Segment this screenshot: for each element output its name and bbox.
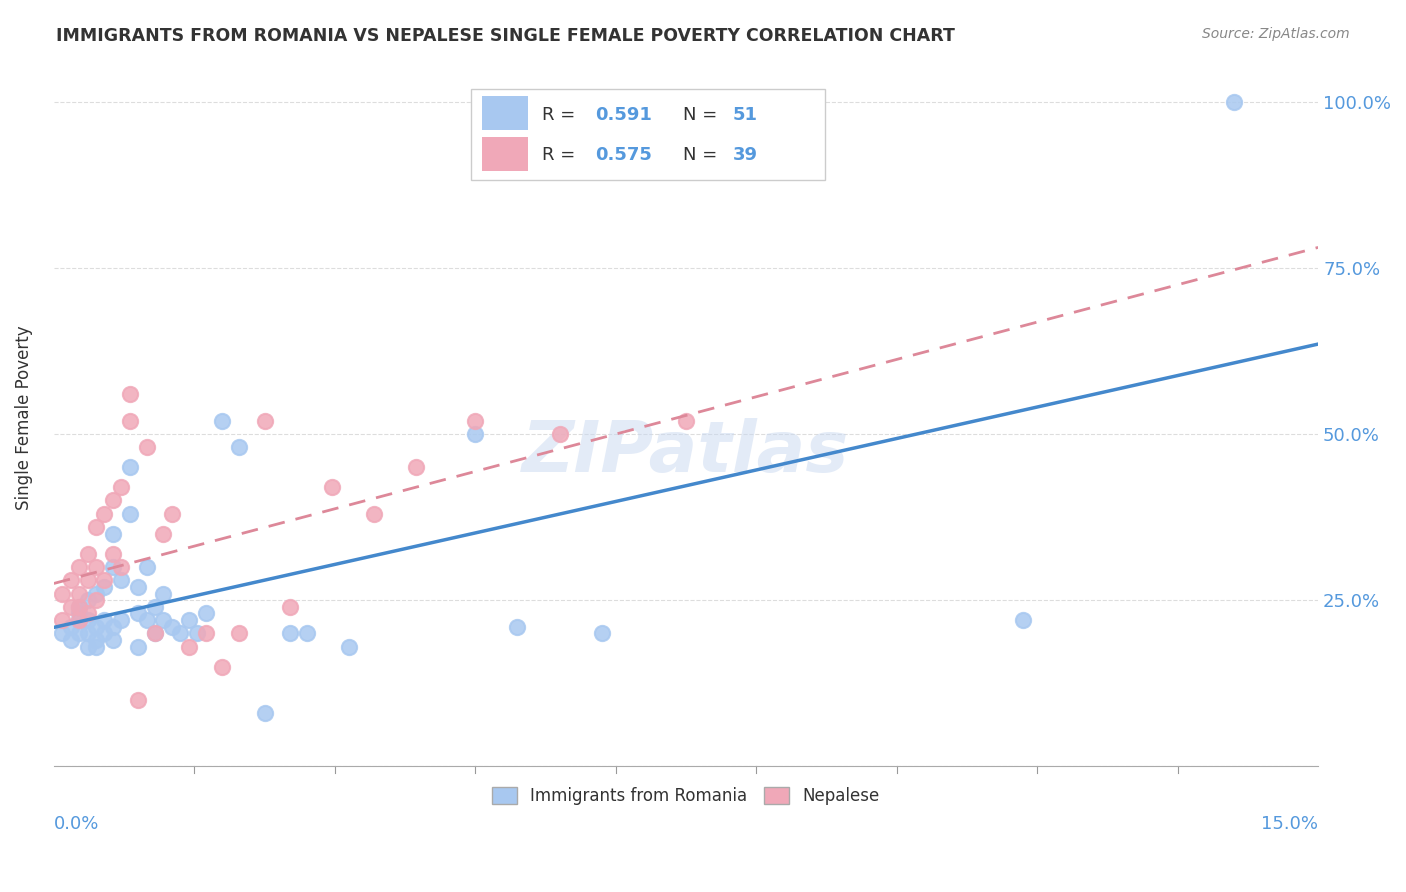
Text: 0.0%: 0.0% — [53, 815, 100, 833]
Point — [194, 626, 217, 640]
Point — [51, 613, 73, 627]
Point — [278, 599, 301, 614]
Point — [118, 507, 141, 521]
Point — [135, 440, 157, 454]
Point — [127, 640, 149, 654]
Point — [177, 613, 200, 627]
Y-axis label: Single Female Poverty: Single Female Poverty — [15, 325, 32, 509]
Point — [363, 507, 385, 521]
Text: Source: ZipAtlas.com: Source: ZipAtlas.com — [1202, 27, 1350, 41]
Point — [143, 626, 166, 640]
Point — [84, 586, 107, 600]
Point — [67, 626, 90, 640]
Point — [51, 586, 73, 600]
Point — [67, 560, 90, 574]
Point — [211, 414, 233, 428]
Point — [135, 560, 157, 574]
Point — [169, 626, 191, 640]
Point — [67, 599, 90, 614]
Point — [591, 626, 613, 640]
Point — [101, 633, 124, 648]
Point — [51, 626, 73, 640]
Point — [464, 414, 486, 428]
Point — [67, 613, 90, 627]
Point — [1012, 613, 1035, 627]
Point — [76, 547, 98, 561]
Point — [143, 599, 166, 614]
Point — [59, 599, 82, 614]
Point — [110, 480, 132, 494]
Point — [101, 493, 124, 508]
Point — [152, 526, 174, 541]
Point — [177, 640, 200, 654]
Point — [76, 607, 98, 621]
Point — [127, 693, 149, 707]
Point — [84, 620, 107, 634]
Point — [194, 607, 217, 621]
Point — [278, 626, 301, 640]
Point — [76, 593, 98, 607]
Point — [67, 586, 90, 600]
Point — [93, 613, 115, 627]
Point — [84, 593, 107, 607]
Text: IMMIGRANTS FROM ROMANIA VS NEPALESE SINGLE FEMALE POVERTY CORRELATION CHART: IMMIGRANTS FROM ROMANIA VS NEPALESE SING… — [56, 27, 955, 45]
Point — [67, 607, 90, 621]
Point — [84, 560, 107, 574]
Point — [1223, 95, 1246, 109]
Point — [464, 427, 486, 442]
Point — [76, 626, 98, 640]
Point — [295, 626, 318, 640]
Point — [76, 613, 98, 627]
Point — [135, 613, 157, 627]
Point — [118, 387, 141, 401]
Point — [548, 427, 571, 442]
Text: 15.0%: 15.0% — [1261, 815, 1319, 833]
Legend: Immigrants from Romania, Nepalese: Immigrants from Romania, Nepalese — [484, 779, 889, 814]
Point — [93, 580, 115, 594]
Point — [76, 573, 98, 587]
Point — [118, 460, 141, 475]
Point — [101, 620, 124, 634]
Point — [127, 580, 149, 594]
Point — [118, 414, 141, 428]
Point — [228, 626, 250, 640]
Point — [59, 573, 82, 587]
Point — [405, 460, 427, 475]
Point — [110, 560, 132, 574]
Point — [76, 640, 98, 654]
Point — [143, 626, 166, 640]
Text: ZIPatlas: ZIPatlas — [522, 417, 849, 487]
Point — [110, 573, 132, 587]
Point — [110, 613, 132, 627]
Point — [152, 586, 174, 600]
Point — [506, 620, 529, 634]
Point — [253, 414, 276, 428]
Point — [152, 613, 174, 627]
Point — [186, 626, 208, 640]
Point — [93, 573, 115, 587]
Point — [321, 480, 343, 494]
Point — [101, 560, 124, 574]
Point — [101, 547, 124, 561]
Point — [160, 620, 183, 634]
Point — [59, 620, 82, 634]
Point — [59, 633, 82, 648]
Point — [160, 507, 183, 521]
Point — [211, 659, 233, 673]
Point — [84, 640, 107, 654]
Point — [253, 706, 276, 721]
Point — [93, 507, 115, 521]
Point — [93, 626, 115, 640]
Point — [127, 607, 149, 621]
Point — [67, 599, 90, 614]
Point — [84, 633, 107, 648]
Point — [101, 526, 124, 541]
Point — [67, 613, 90, 627]
Point — [337, 640, 360, 654]
Point — [228, 440, 250, 454]
Point — [84, 520, 107, 534]
Point — [675, 414, 697, 428]
